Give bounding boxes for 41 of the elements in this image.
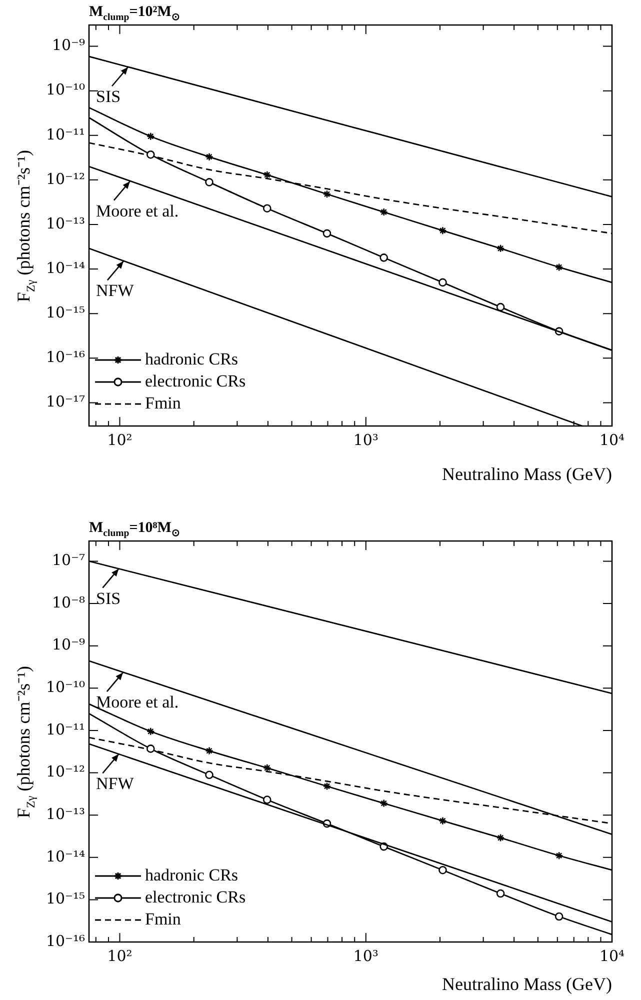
x-tick-label: 10² bbox=[107, 430, 132, 449]
legend-label: electronic CRs bbox=[145, 887, 246, 906]
annotation: SIS bbox=[96, 87, 121, 106]
y-tick-label: 10⁻⁹ bbox=[52, 36, 85, 54]
x-tick-label: 10⁴ bbox=[599, 430, 625, 449]
annotation: NFW bbox=[96, 281, 135, 300]
chart-title: M$_{clump}$=10⁸M$_{⊙}$ bbox=[89, 520, 180, 539]
annotation: NFW bbox=[96, 774, 135, 794]
y-tick-label: 10⁻¹⁰ bbox=[46, 678, 85, 696]
y-tick-label: 10⁻¹² bbox=[46, 762, 85, 781]
legend-label: hadronic CRs bbox=[145, 865, 238, 884]
x-tick-label: 10² bbox=[107, 946, 132, 965]
annotation: SIS bbox=[96, 588, 121, 608]
y-tick-label: 10⁻¹⁴ bbox=[46, 258, 85, 277]
x-axis-title: Neutralino Mass (GeV) bbox=[442, 974, 612, 994]
legend-label: hadronic CRs bbox=[145, 349, 238, 368]
x-tick-label: 10³ bbox=[353, 946, 378, 965]
annotation: Moore et al. bbox=[96, 692, 179, 712]
y-tick-label: 10⁻¹⁶ bbox=[46, 932, 85, 950]
y-tick-label: 10⁻¹⁶ bbox=[46, 348, 85, 366]
legend-label: Fmin bbox=[145, 393, 182, 412]
y-tick-label: 10⁻¹² bbox=[46, 170, 85, 188]
y-tick-label: 10⁻¹⁵ bbox=[46, 890, 85, 908]
y-tick-label: 10⁻¹¹ bbox=[46, 125, 85, 144]
legend-label: Fmin bbox=[145, 909, 182, 928]
chart-title: M$_{clump}$=10²M$_{⊙}$ bbox=[89, 4, 180, 23]
legend-label: electronic CRs bbox=[145, 371, 246, 390]
annotation: Moore et al. bbox=[96, 201, 179, 220]
y-tick-label: 10⁻¹⁴ bbox=[46, 847, 85, 866]
x-tick-label: 10⁴ bbox=[599, 946, 625, 965]
x-tick-label: 10³ bbox=[353, 430, 378, 449]
y-tick-label: 10⁻¹³ bbox=[46, 804, 85, 823]
y-tick-label: 10⁻⁹ bbox=[52, 636, 85, 654]
y-tick-label: 10⁻¹¹ bbox=[46, 720, 85, 738]
y-tick-label: 10⁻¹⁷ bbox=[46, 392, 85, 411]
y-tick-label: 10⁻¹⁵ bbox=[46, 303, 85, 322]
y-tick-label: 10⁻⁷ bbox=[52, 551, 85, 570]
x-axis-title: Neutralino Mass (GeV) bbox=[442, 464, 612, 484]
y-tick-label: 10⁻¹³ bbox=[46, 214, 85, 232]
y-tick-label: 10⁻¹⁰ bbox=[46, 80, 85, 99]
y-tick-label: 10⁻⁸ bbox=[52, 593, 85, 612]
